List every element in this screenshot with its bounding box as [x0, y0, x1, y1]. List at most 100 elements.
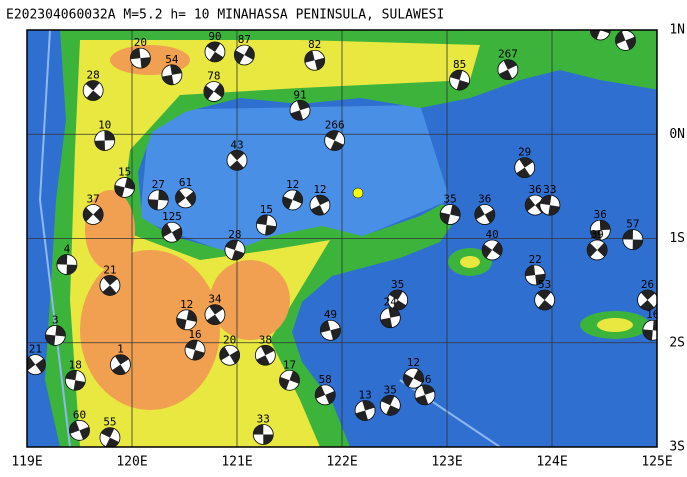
lat-label: 0N — [669, 127, 685, 142]
lat-label: 2S — [669, 335, 685, 350]
compression-quadrant — [381, 395, 400, 416]
compression-quadrant — [256, 214, 277, 235]
focal-mechanism — [414, 384, 436, 406]
depth-label: 20 — [223, 333, 236, 346]
depth-label: 26 — [641, 278, 654, 291]
lat-label: 1N — [669, 23, 685, 38]
depth-label: 125 — [162, 210, 182, 223]
focal-mechanism — [27, 354, 46, 376]
depth-label: 28 — [87, 68, 100, 81]
depth-label: 55 — [103, 416, 116, 429]
depth-label: 82 — [308, 38, 321, 51]
focal-mechanism — [289, 99, 311, 121]
focal-mechanism — [219, 344, 241, 366]
depth-label: 22 — [529, 253, 542, 266]
compression-quadrant — [622, 229, 643, 250]
depth-label: 15 — [260, 203, 273, 216]
focal-mechanism — [94, 130, 116, 151]
focal-mechanism — [161, 221, 183, 243]
focal-mechanism — [589, 219, 611, 241]
focal-mechanism — [387, 289, 409, 311]
focal-mechanism — [56, 254, 78, 275]
focal-mechanism — [497, 59, 519, 81]
depth-label: 35 — [384, 383, 397, 396]
compression-quadrant — [325, 130, 344, 151]
lon-label: 125E — [641, 455, 672, 470]
focal-mechanism — [254, 344, 276, 366]
focal-mechanism — [226, 149, 248, 171]
compression-quadrant — [403, 369, 424, 387]
compression-quadrant — [225, 240, 245, 260]
compression-quadrant — [389, 290, 407, 310]
depth-label: 78 — [207, 70, 220, 83]
compression-quadrant — [310, 195, 329, 216]
compression-quadrant — [162, 64, 182, 85]
compression-quadrant — [27, 356, 46, 373]
compression-quadrant — [355, 400, 375, 421]
compression-quadrant — [253, 424, 274, 445]
compression-quadrant — [102, 275, 118, 296]
compression-quadrant — [540, 195, 560, 216]
depth-label: 60 — [73, 408, 86, 421]
compression-quadrant — [320, 320, 341, 340]
depth-label: 85 — [453, 58, 466, 71]
compression-quadrant — [537, 289, 553, 311]
focal-mechanism — [320, 319, 341, 341]
focal-mechanism — [514, 157, 536, 179]
focal-mechanism — [204, 304, 226, 326]
focal-mechanism — [204, 41, 226, 63]
focal-mechanism — [439, 204, 461, 225]
focal-mechanism — [252, 424, 274, 445]
compression-quadrant — [206, 304, 224, 325]
depth-label: 35 — [391, 278, 404, 291]
lon-label: 124E — [536, 455, 567, 470]
focal-mechanism — [233, 44, 255, 66]
compression-quadrant — [83, 207, 104, 222]
focal-mechanism — [110, 354, 131, 376]
depth-label: 57 — [626, 218, 639, 231]
compression-quadrant — [114, 177, 135, 198]
focal-mechanism — [539, 194, 561, 216]
focal-mechanism — [309, 194, 331, 216]
focal-mechanism — [69, 419, 90, 441]
depth-label: 12 — [407, 356, 420, 369]
focal-mechanism — [203, 81, 225, 102]
compression-quadrant — [185, 340, 205, 361]
map-frame — [26, 29, 658, 448]
focal-mechanism — [622, 229, 644, 250]
depth-label: 61 — [179, 176, 192, 189]
compression-quadrant — [176, 310, 197, 330]
compression-quadrant — [590, 220, 611, 241]
focal-mechanism — [379, 394, 401, 416]
lon-label: 120E — [116, 455, 147, 470]
depth-label: 10 — [98, 119, 111, 132]
depth-label: 16 — [188, 328, 201, 341]
compression-quadrant — [482, 241, 503, 259]
lat-label: 1S — [669, 231, 685, 246]
compression-quadrant — [380, 307, 401, 328]
depth-label: 36 — [594, 208, 607, 221]
focal-mechanism — [304, 49, 326, 71]
compression-quadrant — [203, 83, 224, 100]
focal-mechanism — [449, 69, 471, 91]
compression-quadrant — [640, 290, 655, 310]
depth-label: 267 — [498, 48, 518, 61]
compression-quadrant — [498, 59, 517, 80]
compression-quadrant — [290, 100, 310, 121]
focal-mechanism — [379, 307, 401, 329]
focal-mechanism — [282, 189, 304, 211]
compression-quadrant — [56, 254, 77, 275]
depth-label: 20 — [134, 36, 147, 49]
focal-mechanism — [184, 339, 206, 361]
depth-label: 4 — [64, 243, 71, 256]
focal-mechanism — [64, 369, 86, 391]
focal-mechanism — [44, 325, 66, 346]
focal-mechanism — [82, 80, 104, 101]
compression-quadrant — [101, 427, 119, 447]
depth-label: 43 — [230, 138, 243, 151]
compression-quadrant — [450, 70, 470, 91]
focal-mechanism — [481, 239, 503, 261]
compression-quadrant — [69, 421, 90, 440]
focal-mechanism — [642, 319, 657, 341]
